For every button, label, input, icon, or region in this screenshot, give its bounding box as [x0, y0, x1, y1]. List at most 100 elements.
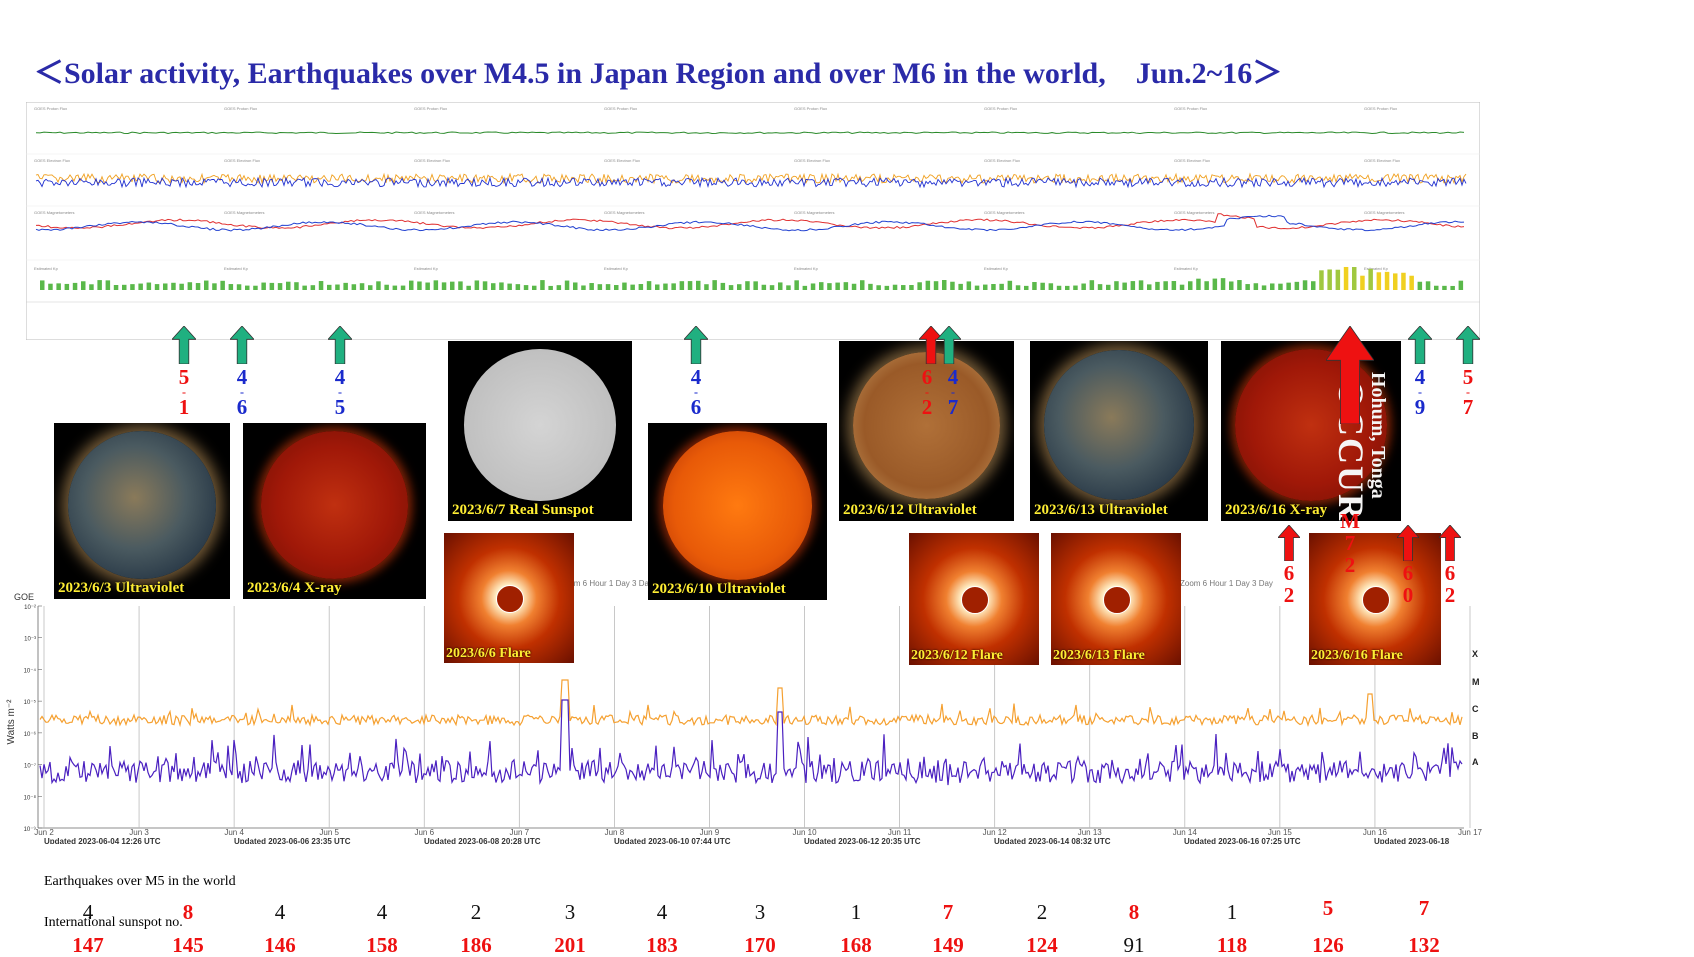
kp-bar [1278, 283, 1283, 290]
occulter-ring [961, 586, 989, 614]
kp-bar [925, 280, 931, 290]
kp-bar [310, 285, 316, 290]
magnitude-digit: 2 [921, 395, 933, 419]
flare-image: 2023/6/13 Flare [1051, 533, 1181, 665]
kp-bar [1040, 282, 1045, 290]
magnitude-dot: - [925, 385, 929, 399]
kp-bar [687, 281, 693, 290]
kp-bar [1352, 267, 1357, 290]
magnitude-label: 4-6 [227, 366, 257, 418]
flare-class-label: C [1472, 704, 1479, 714]
earthquake-count: 3 [754, 900, 766, 924]
xray-flux-chart: GOE Watts m⁻² 10⁻² 10⁻³ 10⁻⁴ 10⁻⁵ 10⁻⁶ 10⁻⁷ 10⁻⁸… [6, 579, 1483, 844]
sunspot-count: 91 [1123, 933, 1145, 957]
magnitude-digit: 5 [334, 395, 346, 419]
kp-bar [441, 282, 447, 290]
kp-bar [64, 283, 70, 290]
green-up-arrow-shape [684, 326, 708, 364]
kp-bar [81, 281, 86, 290]
kp-bar [917, 282, 922, 290]
kp-bar [1450, 285, 1455, 290]
magnitude-dot: - [1466, 385, 1470, 399]
flare-class-label: M [1472, 677, 1480, 687]
kp-bar [827, 283, 832, 290]
earthquake-count: 1 [850, 900, 862, 924]
kp-bar [97, 280, 102, 290]
kp-bar [318, 281, 324, 290]
x-tick-label: Jun 3 [129, 828, 149, 837]
kp-bar [868, 283, 873, 290]
kp-bar [1302, 280, 1308, 290]
kp-bar [376, 281, 381, 290]
earthquake-count: 8 [1128, 900, 1140, 924]
green-up-arrow-shape [1408, 326, 1432, 364]
kp-bar [154, 284, 160, 290]
earthquake-count: 8 [182, 900, 194, 924]
sun-disk [1044, 350, 1194, 500]
kp-bar [1073, 285, 1078, 290]
updated-label: Updated 2023-06-10 07:44 UTC [614, 837, 731, 844]
sun-image-caption: 2023/6/10 Ultraviolet [652, 581, 786, 597]
sun-image: 2023/6/13 Ultraviolet [1030, 341, 1208, 521]
sun-disk [663, 431, 812, 580]
electron-flux-orange [35, 172, 1467, 185]
y-tick-label: 10⁻⁹ [24, 826, 37, 833]
panel-subtitle: GOES Electron Flux [984, 158, 1020, 163]
kp-bar [343, 282, 348, 290]
kp-bar [1114, 281, 1119, 290]
kp-bar [958, 283, 963, 290]
updated-label: Updated 2023-06-12 20:35 UTC [804, 837, 921, 844]
sun-image-caption: 2023/6/3 Ultraviolet [58, 580, 185, 596]
magnitude-digit: 6 [1283, 561, 1295, 585]
magnitude-digit: 2 [1444, 583, 1456, 607]
updated-label: Updated 2023-06-08 20:28 UTC [424, 837, 541, 844]
kp-bar [466, 285, 471, 290]
kp-bar [1343, 266, 1349, 290]
kp-bar [277, 283, 283, 290]
kp-bar [761, 284, 767, 290]
magnitude-label: 4-7 [938, 366, 968, 418]
kp-bar [269, 282, 275, 290]
kp-bar [1138, 280, 1144, 290]
red-up-arrow [1397, 525, 1419, 561]
green-up-arrow-shape [172, 326, 196, 364]
sunspot-count: 149 [932, 933, 964, 957]
kp-bar [1097, 284, 1103, 290]
kp-bar [999, 283, 1004, 290]
kp-bar [48, 283, 53, 290]
kp-bar [1458, 280, 1464, 290]
chart-y-label: Watts m⁻² [6, 699, 17, 745]
kp-bar [1294, 281, 1300, 290]
kp-bar [614, 285, 619, 290]
earthquake-count: 5 [1322, 896, 1334, 920]
flare-image: 2023/6/16 Flare [1309, 533, 1441, 665]
panel-subtitle: GOES Proton Flux [34, 106, 67, 111]
earthquake-count: 4 [376, 900, 388, 924]
kp-bar [261, 282, 266, 290]
magnetometer-blue [35, 214, 1465, 232]
kp-bar [1048, 283, 1054, 290]
kp-bar [966, 281, 972, 290]
magnitude-digit: 5 [178, 365, 190, 389]
x-tick-label: Jun 15 [1268, 828, 1293, 837]
panel-subtitle: GOES Electron Flux [34, 158, 70, 163]
x-tick-label: Jun 5 [319, 828, 339, 837]
kp-bar [933, 281, 939, 290]
panel-subtitle: GOES Proton Flux [1174, 106, 1207, 111]
kp-bar [1401, 272, 1406, 290]
panel-subtitle: Estimated Kp [1364, 266, 1389, 271]
magnitude-dot: - [240, 385, 244, 399]
kp-bar [195, 283, 201, 290]
flare-class-label: B [1472, 731, 1479, 741]
occulter-ring [1362, 586, 1390, 614]
magnitude-digit: 7 [1344, 531, 1356, 555]
sun-image-caption: 2023/6/13 Ultraviolet [1034, 502, 1168, 518]
kp-bar [1376, 272, 1382, 290]
magnitude-dot: - [1418, 385, 1422, 399]
kp-bar [556, 285, 562, 290]
kp-bar [368, 285, 373, 290]
kp-bar [1319, 270, 1324, 290]
panel-subtitle: Estimated Kp [224, 266, 249, 271]
y-tick-label: 10⁻³ [24, 637, 36, 643]
kp-bar [901, 285, 906, 290]
